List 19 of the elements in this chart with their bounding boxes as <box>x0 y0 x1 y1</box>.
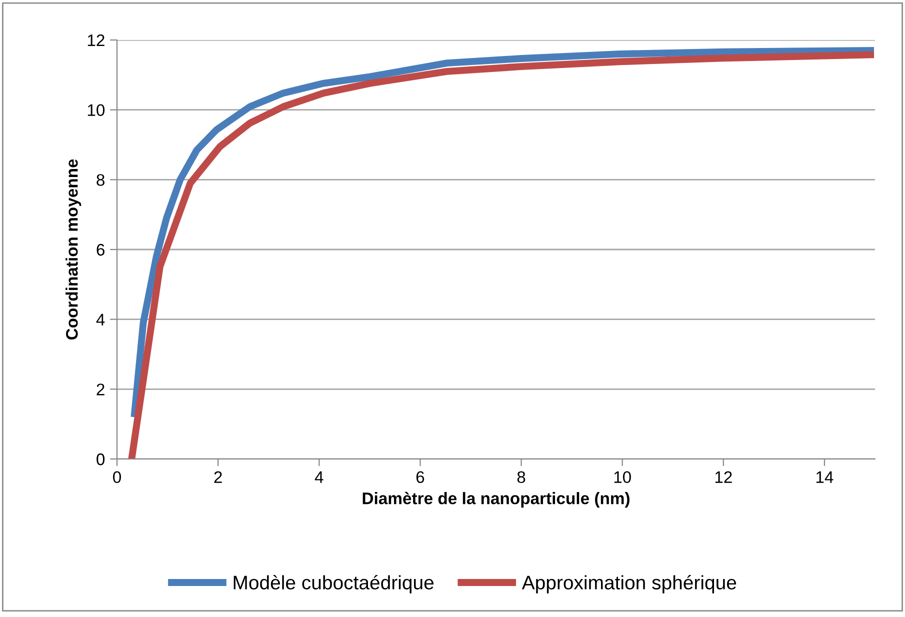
x-axis-title: Diamètre de la nanoparticule (nm) <box>362 492 630 508</box>
y-axis-title: Coordination moyenne <box>66 159 82 340</box>
y-tick-label: 12 <box>88 34 104 46</box>
y-tick-label: 6 <box>96 244 104 256</box>
x-tick-label: 4 <box>314 471 324 483</box>
y-tick-label: 2 <box>96 384 104 396</box>
legend-label: Modèle cuboctaédrique <box>234 574 434 594</box>
x-tick-label: 2 <box>214 471 222 483</box>
x-tick-label: 6 <box>416 471 424 484</box>
x-tick-label: 8 <box>517 471 526 484</box>
y-tick-label: 10 <box>88 104 105 116</box>
legend-label: Approximation sphérique <box>522 574 736 594</box>
x-tick-label: 0 <box>113 471 121 484</box>
x-tick-label: 12 <box>715 471 732 483</box>
y-tick-label: 4 <box>96 314 105 326</box>
y-tick-label: 8 <box>96 174 104 186</box>
x-tick-label: 10 <box>614 471 631 484</box>
y-tick-label: 0 <box>96 453 105 466</box>
x-tick-label: 14 <box>816 471 834 483</box>
